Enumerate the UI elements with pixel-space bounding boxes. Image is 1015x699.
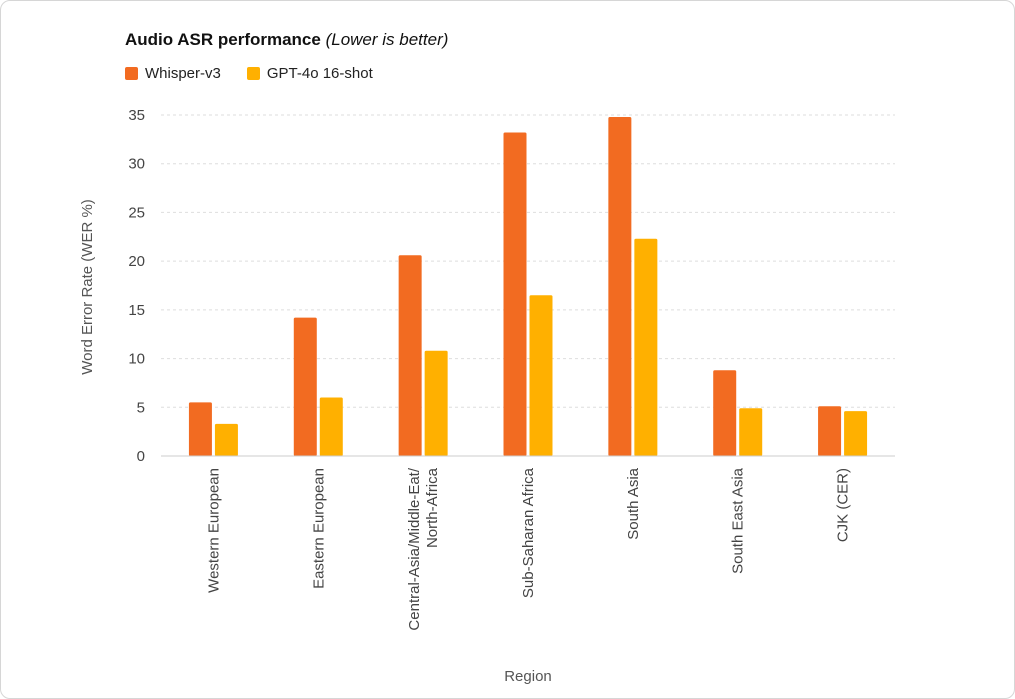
legend-swatch-whisper: [125, 66, 138, 80]
bar-whisper: [398, 255, 422, 456]
bar-whisper: [293, 317, 317, 456]
legend-label-whisper: Whisper-v3: [145, 64, 221, 82]
y-tick-label: 30: [128, 156, 145, 173]
bar-whisper: [713, 370, 737, 456]
bar-whisper: [608, 116, 632, 456]
bars: [188, 116, 868, 456]
bar-gpt4o: [739, 408, 763, 456]
bar-gpt4o: [424, 350, 448, 456]
chart-title: Audio ASR performance (Lower is better): [125, 30, 448, 50]
gridlines: [161, 114, 895, 408]
bar-gpt4o: [214, 423, 238, 456]
y-tick-label: 0: [137, 448, 145, 465]
legend-item-whisper: Whisper-v3: [125, 65, 221, 82]
x-axis-title: Region: [504, 668, 552, 685]
bar-whisper: [503, 132, 527, 456]
y-tick-label: 35: [128, 107, 145, 124]
x-tick-label: South East Asia: [730, 467, 747, 574]
chart-subtitle: (Lower is better): [325, 30, 449, 49]
y-axis-ticks: 0 5 10 15 20 25 30 35: [128, 107, 145, 465]
bar-gpt4o: [844, 411, 868, 456]
y-tick-label: 15: [128, 302, 145, 319]
x-tick-label: Sub-Saharan Africa: [520, 467, 537, 598]
y-tick-label: 20: [128, 253, 145, 270]
legend: Whisper-v3 GPT-4o 16-shot: [125, 63, 399, 83]
y-tick-label: 5: [137, 399, 145, 416]
chart-title-main: Audio ASR performance: [125, 30, 321, 49]
y-axis-title: Word Error Rate (WER %): [79, 199, 96, 375]
legend-swatch-gpt4o: [246, 66, 260, 80]
legend-label-gpt4o: GPT-4o 16-shot: [266, 64, 373, 82]
bar-gpt4o: [529, 295, 553, 456]
bar-whisper: [188, 402, 212, 456]
x-tick-label: Western European: [205, 468, 222, 593]
x-tick-label: CJK (CER): [835, 468, 852, 542]
y-tick-label: 10: [128, 351, 145, 368]
x-axis-ticks: Western European Eastern European Central-…: [205, 467, 851, 630]
legend-item-gpt4o: GPT-4o 16-shot: [246, 64, 373, 82]
x-tick-label: Eastern European: [310, 468, 327, 589]
bar-gpt4o: [634, 238, 658, 456]
x-tick-label: Central-Asia/Middle-Eat/North-Africa: [406, 467, 441, 630]
bar-whisper: [818, 406, 842, 456]
y-tick-label: 25: [128, 204, 145, 221]
bar-gpt4o: [319, 397, 343, 456]
x-tick-label: South Asia: [625, 467, 642, 539]
